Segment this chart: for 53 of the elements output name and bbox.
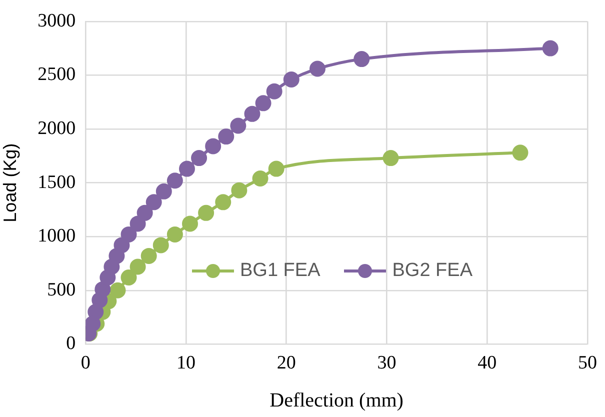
legend-label: BG1 FEA [240,260,320,282]
point [178,160,195,177]
x-tick-label: 40 [478,352,497,374]
point [166,226,183,242]
point [152,237,169,254]
y-tick-label: 2500 [38,64,76,86]
y-tick-label: 2000 [38,118,76,139]
point [266,83,282,100]
point [191,150,208,166]
point [182,216,198,232]
x-axis-title: Deflection (mm) [270,389,404,412]
y-axis-title: Load (Kg) [0,143,20,222]
y-tick-label: 3000 [38,10,76,32]
point [244,106,260,122]
point [94,281,111,298]
point [283,72,300,88]
point [255,95,272,112]
point [166,172,183,189]
point [140,248,157,264]
point [542,40,558,56]
x-tick-label: 30 [377,352,396,374]
point [205,138,222,154]
point [354,51,370,68]
x-tick-label: 20 [276,352,296,374]
point [252,170,268,186]
x-tick-label: 0 [80,352,90,374]
legend-label: BG2 FEA [392,260,472,282]
point [110,282,126,298]
y-tick-label: 0 [66,333,76,354]
y-tick-label: 1500 [38,172,76,193]
point [215,194,232,210]
point [268,160,284,177]
point [86,316,101,332]
point [120,269,137,286]
point [156,183,172,200]
point [230,118,246,134]
point [130,258,146,275]
point [512,144,528,161]
point [136,204,153,221]
point [88,304,104,320]
x-tick-label: 50 [578,352,597,374]
point [114,237,130,254]
y-tick-label: 500 [47,279,76,300]
point [130,216,146,232]
point [218,128,234,145]
y-tick-label: 1000 [38,226,76,247]
x-tick-label: 10 [176,352,196,374]
point [198,204,214,221]
point [382,150,399,166]
point [309,60,326,77]
point [146,194,162,210]
point [231,182,248,198]
point [120,226,137,242]
